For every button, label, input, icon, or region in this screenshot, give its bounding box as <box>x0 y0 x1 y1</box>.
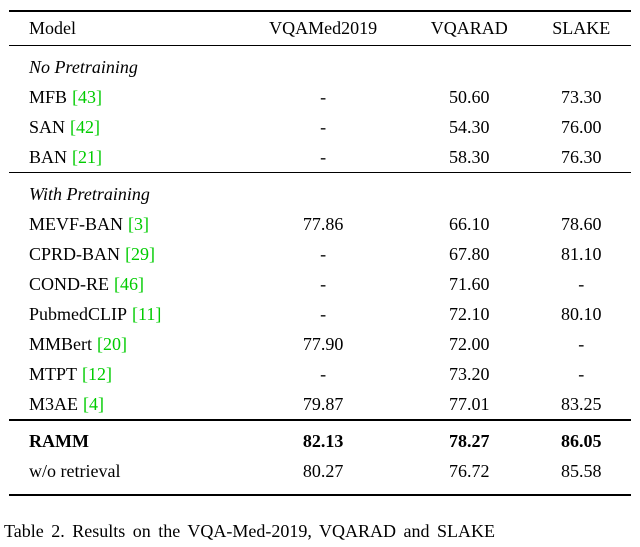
score-vqarad: 72.00 <box>449 334 490 354</box>
score-vqarad: 66.10 <box>449 214 490 234</box>
score-vqamed2019: - <box>320 147 327 167</box>
table-row: CPRD-BAN [29] - 67.80 81.10 <box>9 239 631 269</box>
score-slake: 76.00 <box>560 117 602 137</box>
table-row: BAN [21] - 58.30 76.30 <box>9 142 631 173</box>
citation-link[interactable]: [12] <box>82 364 113 384</box>
score-slake: - <box>578 334 585 354</box>
score-vqarad: 77.01 <box>449 394 490 414</box>
score-vqarad: 76.72 <box>407 456 532 496</box>
model-name: MEVF-BAN <box>29 214 124 234</box>
table-row: MTPT [12] - 73.20 - <box>9 359 631 389</box>
model-cell: M3AE [4] <box>9 389 239 420</box>
citation-link[interactable]: [11] <box>132 304 162 324</box>
citation-link[interactable]: [4] <box>83 394 105 414</box>
table-caption: Table 2. Results on the VQA-Med-2019, VQ… <box>4 521 496 541</box>
table-row-ramm: RAMM 82.13 78.27 86.05 <box>9 419 631 456</box>
model-cell: MMBert [20] <box>9 329 239 359</box>
score-vqamed2019: - <box>320 364 327 384</box>
column-header-model: Model <box>9 10 240 46</box>
column-header-vqarad: VQARAD <box>407 10 532 46</box>
score-vqamed2019: - <box>320 244 327 264</box>
score-vqarad: 73.20 <box>449 364 490 384</box>
citation-link[interactable]: [46] <box>114 274 145 294</box>
table-row: COND-RE [46] - 71.60 - <box>9 269 631 299</box>
table-row: PubmedCLIP [11] - 72.10 80.10 <box>9 299 631 329</box>
score-slake: 85.58 <box>531 456 631 496</box>
score-slake: 86.05 <box>531 419 631 456</box>
model-cell: COND-RE [46] <box>9 269 239 299</box>
citation-link[interactable]: [29] <box>125 244 156 264</box>
table-row: M3AE [4] 79.87 77.01 83.25 <box>9 389 631 420</box>
results-table: Model VQAMed2019 VQARAD SLAKE No Pretrai… <box>9 10 631 496</box>
results-table-container: Model VQAMed2019 VQARAD SLAKE No Pretrai… <box>9 10 631 496</box>
citation-link[interactable]: [3] <box>128 214 150 234</box>
score-vqamed2019: 79.87 <box>302 394 344 414</box>
score-slake: 76.30 <box>560 147 602 167</box>
score-vqarad: 78.27 <box>407 419 532 456</box>
score-vqarad: 67.80 <box>449 244 490 264</box>
model-cell: RAMM <box>9 419 240 456</box>
model-name: M3AE <box>29 394 78 414</box>
score-vqamed2019: - <box>320 117 327 137</box>
table-row: MFB [43] - 50.60 73.30 <box>9 82 631 112</box>
section-header-row: With Pretraining <box>9 172 631 209</box>
score-vqarad: 72.10 <box>449 304 490 324</box>
score-vqamed2019: 77.90 <box>302 334 344 354</box>
model-cell: SAN [42] <box>9 112 239 142</box>
score-vqamed2019: 80.27 <box>239 456 408 496</box>
table-row-wo-retrieval: w/o retrieval 80.27 76.72 85.58 <box>9 456 631 496</box>
score-slake: - <box>578 364 585 384</box>
model-name: w/o retrieval <box>29 461 121 481</box>
score-slake: - <box>578 274 585 294</box>
model-name: COND-RE <box>29 274 109 294</box>
model-name: MTPT <box>29 364 78 384</box>
score-vqamed2019: - <box>320 304 327 324</box>
table-row: MMBert [20] 77.90 72.00 - <box>9 329 631 359</box>
model-cell: MFB [43] <box>9 82 239 112</box>
citation-link[interactable]: [21] <box>72 147 103 167</box>
score-slake: 81.10 <box>560 244 602 264</box>
score-vqarad: 50.60 <box>449 87 490 107</box>
model-name: MFB <box>29 87 68 107</box>
model-name: SAN <box>29 117 66 137</box>
model-cell: PubmedCLIP [11] <box>9 299 239 329</box>
model-cell: MEVF-BAN [3] <box>9 209 239 239</box>
citation-link[interactable]: [20] <box>97 334 128 354</box>
score-slake: 78.60 <box>560 214 602 234</box>
section-header-row: No Pretraining <box>9 46 631 83</box>
model-name: MMBert <box>29 334 92 354</box>
score-slake: 73.30 <box>560 87 602 107</box>
model-name: RAMM <box>29 431 89 451</box>
model-cell: BAN [21] <box>9 142 239 173</box>
model-name: CPRD-BAN <box>29 244 121 264</box>
model-name: PubmedCLIP <box>29 304 128 324</box>
score-vqamed2019: 82.13 <box>239 419 408 456</box>
model-cell: CPRD-BAN [29] <box>9 239 239 269</box>
citation-link[interactable]: [43] <box>72 87 103 107</box>
score-vqamed2019: - <box>320 87 327 107</box>
score-slake: 83.25 <box>560 394 602 414</box>
section-title: No Pretraining <box>29 57 138 77</box>
model-name: BAN <box>29 147 68 167</box>
table-row: SAN [42] - 54.30 76.00 <box>9 112 631 142</box>
model-cell: w/o retrieval <box>9 456 240 496</box>
score-vqarad: 54.30 <box>449 117 490 137</box>
score-vqarad: 71.60 <box>449 274 490 294</box>
table-row: MEVF-BAN [3] 77.86 66.10 78.60 <box>9 209 631 239</box>
section-title: With Pretraining <box>9 172 631 209</box>
score-slake: 80.10 <box>560 304 602 324</box>
table-header-row: Model VQAMed2019 VQARAD SLAKE <box>9 10 631 46</box>
column-header-vqamed2019: VQAMed2019 <box>239 10 408 46</box>
citation-link[interactable]: [42] <box>70 117 101 137</box>
model-cell: MTPT [12] <box>9 359 239 389</box>
column-header-slake: SLAKE <box>531 10 631 46</box>
score-vqarad: 58.30 <box>449 147 490 167</box>
score-vqamed2019: 77.86 <box>302 214 344 234</box>
score-vqamed2019: - <box>320 274 327 294</box>
